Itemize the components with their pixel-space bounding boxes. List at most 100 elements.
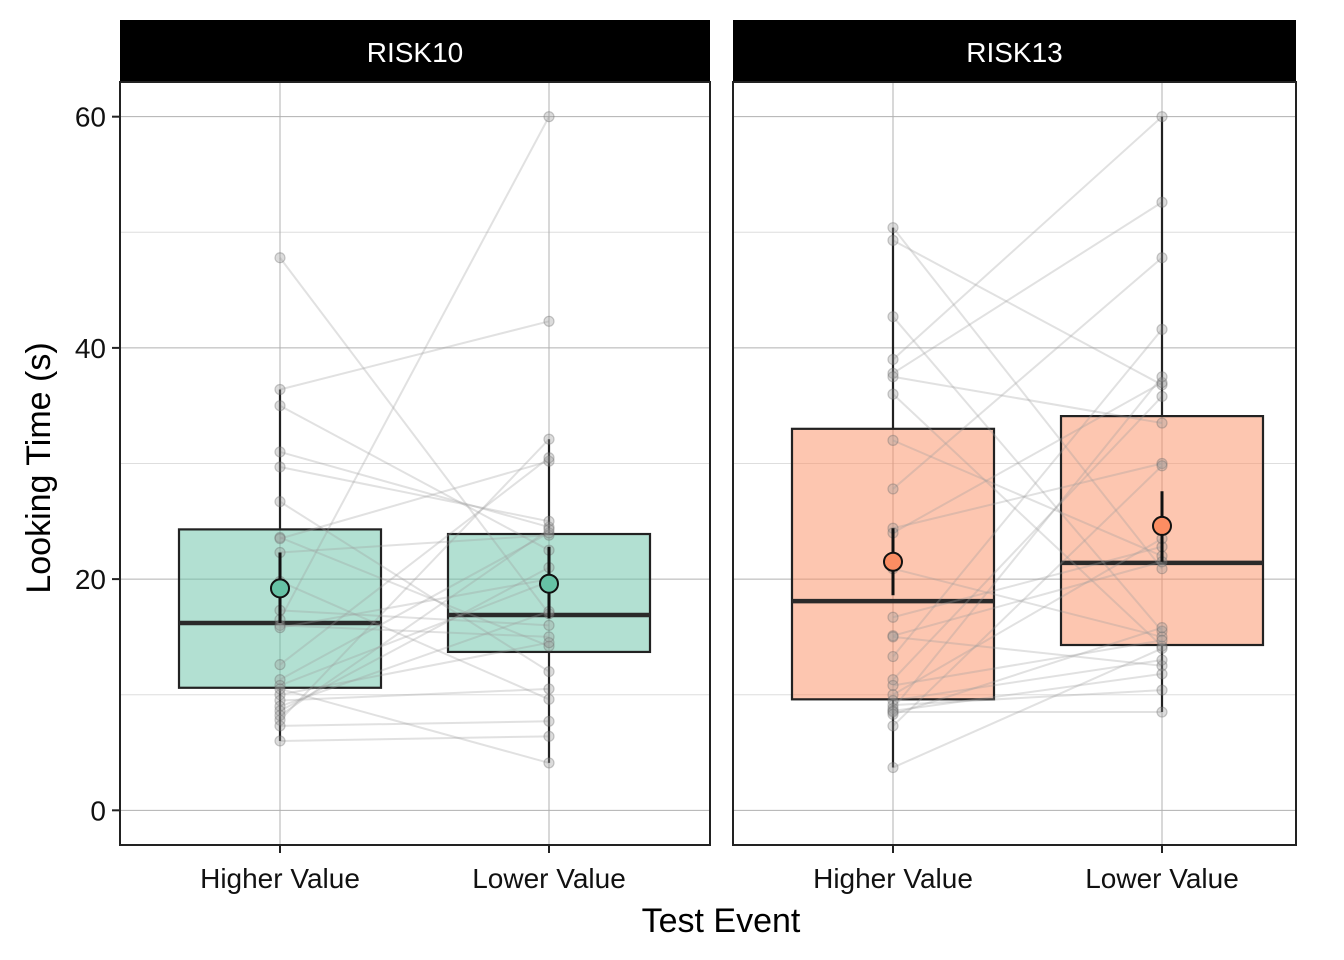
- participant-point: [543, 693, 555, 705]
- participant-line: [892, 393, 1163, 647]
- participant-line: [279, 609, 550, 627]
- participant-point: [543, 523, 555, 535]
- participant-point: [1156, 379, 1168, 391]
- participant-point: [887, 705, 899, 717]
- participant-point: [543, 637, 555, 649]
- participant-line: [892, 439, 1163, 557]
- participant-point: [887, 353, 899, 366]
- participant-point: [887, 650, 899, 663]
- participant-point: [1156, 640, 1168, 652]
- participant-line: [892, 672, 1163, 712]
- participant-point: [543, 683, 555, 695]
- participant-line: [892, 376, 1163, 710]
- participant-point: [887, 689, 899, 701]
- participant-line: [279, 580, 550, 687]
- facet-strip-label: RISK13: [966, 37, 1063, 68]
- participant-line: [279, 531, 550, 681]
- participant-point: [1156, 684, 1168, 696]
- participant-point: [543, 665, 555, 678]
- participant-point: [887, 720, 899, 732]
- participant-point: [543, 757, 555, 769]
- participant-point: [887, 630, 899, 642]
- participant-line: [279, 534, 550, 554]
- participant-line: [279, 687, 550, 764]
- facet-strip-label: RISK10: [367, 37, 464, 68]
- participant-point: [543, 715, 555, 727]
- participant-point: [1156, 196, 1168, 208]
- participant-point: [274, 714, 286, 726]
- x-tick-label: Higher Value: [813, 863, 973, 894]
- participant-point: [1156, 457, 1168, 470]
- participant-line: [892, 626, 1163, 716]
- participant-line: [279, 720, 550, 727]
- panel-border: [119, 81, 711, 846]
- participant-point: [887, 483, 899, 495]
- participant-point: [274, 496, 286, 508]
- participant-point: [274, 709, 286, 722]
- participant-line: [279, 456, 550, 666]
- y-tick-label: 40: [75, 333, 106, 364]
- participant-point: [543, 619, 555, 631]
- participant-point: [1156, 111, 1168, 123]
- participant-point: [274, 679, 286, 692]
- facet-strip: [733, 20, 1296, 82]
- participant-line: [892, 201, 1163, 375]
- participant-point: [1156, 460, 1168, 472]
- y-tick-label: 60: [75, 102, 106, 133]
- participant-point: [543, 315, 555, 327]
- participant-point: [1156, 376, 1168, 389]
- participant-line: [892, 256, 1163, 490]
- participant-line: [892, 567, 1163, 638]
- participant-point: [543, 452, 555, 464]
- participant-point: [887, 631, 899, 643]
- y-tick-label: 20: [75, 564, 106, 595]
- participant-line: [892, 537, 1163, 696]
- participant-line: [892, 689, 1163, 707]
- participant-point: [274, 659, 286, 671]
- participant-line: [279, 438, 550, 721]
- participant-point: [543, 515, 555, 527]
- participant-point: [274, 694, 286, 707]
- participant-line: [279, 735, 550, 742]
- participant-point: [274, 674, 286, 686]
- participant-line: [279, 500, 550, 673]
- participant-point: [274, 252, 286, 264]
- participant-point: [1156, 660, 1168, 672]
- participant-point: [274, 533, 286, 545]
- participant-line: [892, 239, 1163, 386]
- participant-line: [279, 624, 550, 638]
- participant-point: [274, 689, 286, 701]
- participant-point: [274, 720, 286, 732]
- participant-line: [279, 528, 550, 717]
- participant-point: [887, 708, 899, 720]
- x-tick-label: Lower Value: [472, 863, 626, 894]
- participant-point: [274, 400, 286, 412]
- participant-point: [274, 705, 286, 717]
- participant-point: [1156, 417, 1168, 429]
- y-axis: 0 20 40 60: [75, 102, 120, 826]
- participant-point: [887, 367, 899, 379]
- mean-point: [883, 551, 903, 572]
- participant-line: [279, 687, 550, 702]
- participant-point: [543, 631, 555, 643]
- participant-point: [887, 679, 899, 692]
- panel-risk13: RISK13 Higher Value Lower Value: [732, 20, 1297, 894]
- participant-line: [892, 395, 1163, 681]
- participant-line: [279, 320, 550, 391]
- participant-point: [1156, 634, 1168, 646]
- participant-point: [887, 674, 899, 686]
- participant-point: [274, 531, 286, 544]
- participant-point: [543, 455, 555, 467]
- participant-line: [892, 381, 1163, 534]
- participant-point: [1156, 668, 1168, 680]
- panel-border: [732, 81, 1297, 846]
- participant-line: [892, 545, 1163, 619]
- participant-point: [1156, 371, 1168, 383]
- participant-point: [887, 611, 899, 623]
- participant-line: [279, 566, 550, 712]
- y-axis-title: Looking Time (s): [20, 342, 58, 593]
- participant-line: [279, 610, 550, 708]
- participant-point: [1156, 563, 1168, 575]
- participant-point: [1156, 654, 1168, 666]
